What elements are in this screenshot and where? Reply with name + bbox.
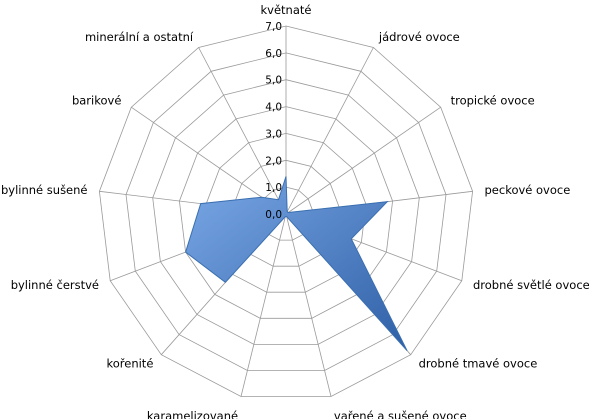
axis-spoke <box>285 106 441 215</box>
category-label: vařené a sušené ovoce <box>334 409 467 419</box>
grid-ring <box>178 106 394 319</box>
grid-ring <box>152 79 420 345</box>
tick-label: 1,0 <box>265 182 282 194</box>
tick-label: 2,0 <box>265 155 282 167</box>
tick-label: 5,0 <box>265 75 282 87</box>
category-label: karamelizované <box>147 409 238 419</box>
grid-ring <box>232 159 340 267</box>
tick-label: 4,0 <box>265 102 282 114</box>
category-label: jádrové ovoce <box>378 30 460 44</box>
grid-ring <box>205 132 367 293</box>
radial-axis-ticks: 0,0 1,0 2,0 3,0 4,0 5,0 6,0 7,0 <box>265 21 282 221</box>
grid-ring <box>98 25 474 397</box>
category-labels: květnaté jádrové ovoce tropické ovoce pecko… <box>1 3 589 419</box>
axis-spoke <box>285 47 374 215</box>
axis-spoke <box>240 213 287 397</box>
category-label: barikové <box>72 93 121 107</box>
axis-spoke <box>198 47 287 215</box>
category-label: minerální a ostatní <box>85 30 194 44</box>
axis-spoke <box>131 106 287 215</box>
category-label: drobné světlé ovoce <box>473 278 589 292</box>
radar-series <box>185 176 408 352</box>
series-area <box>185 176 408 352</box>
tick-label: 7,0 <box>265 21 282 33</box>
tick-label: 0,0 <box>265 209 282 221</box>
radar-grid <box>98 25 474 397</box>
category-label: kořenité <box>106 357 153 371</box>
category-label: tropické ovoce <box>451 93 535 107</box>
category-label: bylinné sušené <box>1 183 88 197</box>
grid-ring <box>125 52 447 371</box>
category-label: drobné tmavé ovoce <box>419 357 538 371</box>
tick-label: 3,0 <box>265 128 282 140</box>
tick-label: 6,0 <box>265 48 282 60</box>
axis-spoke <box>285 213 332 397</box>
category-label: květnaté <box>261 3 312 17</box>
category-label: peckové ovoce <box>485 183 571 197</box>
category-label: bylinné čerstvé <box>11 278 99 292</box>
